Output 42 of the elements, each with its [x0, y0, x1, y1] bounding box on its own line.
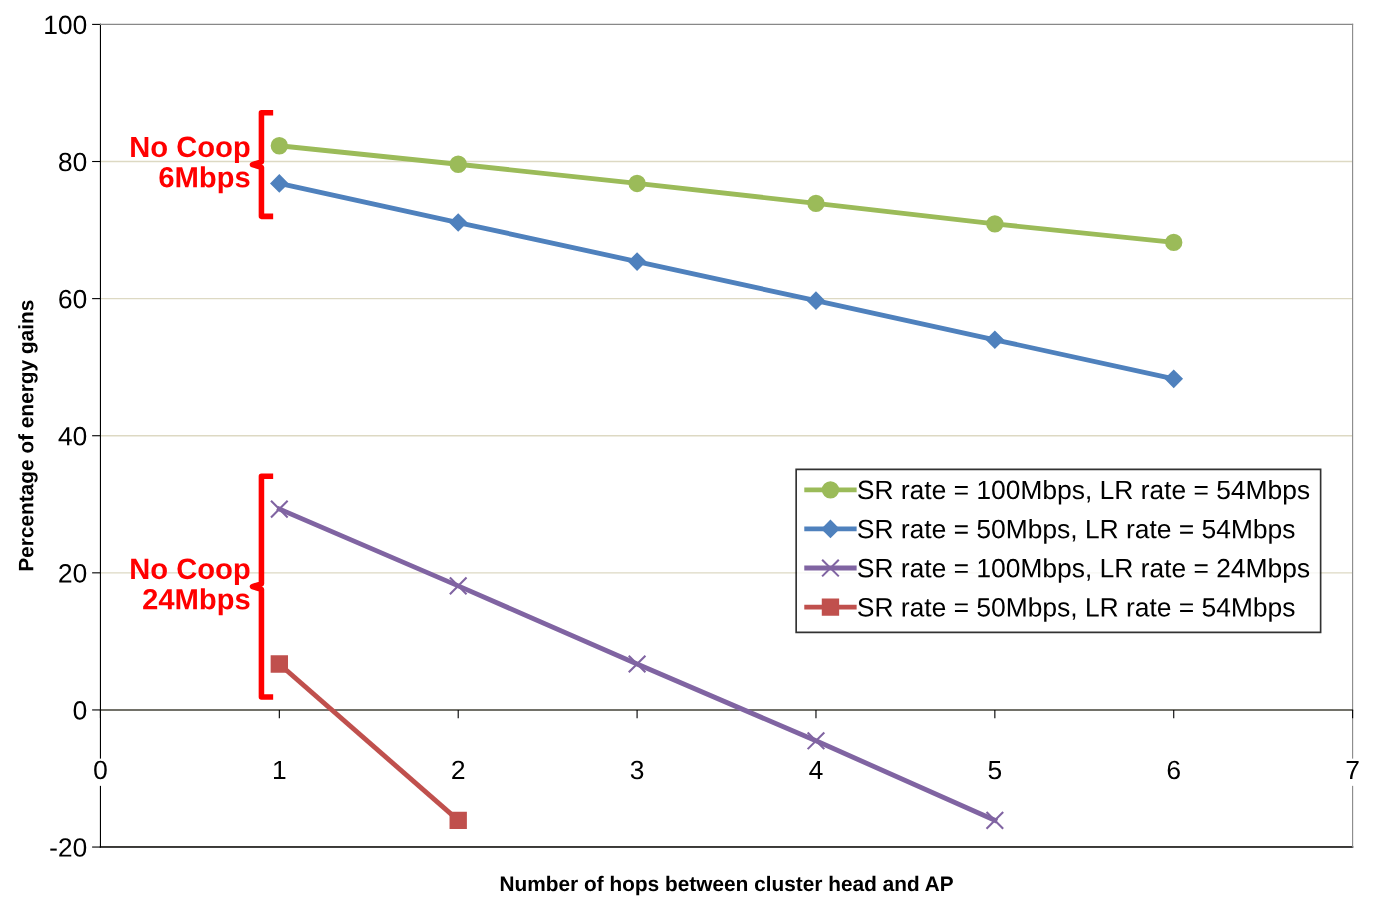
y-tick-label: 20 — [59, 563, 87, 583]
y-tick-label: 0 — [73, 701, 87, 720]
point — [986, 215, 1004, 233]
annotation: No Coop 24Mbps — [131, 558, 250, 616]
point — [270, 174, 289, 193]
point — [627, 654, 647, 674]
x-tick-label: 6 — [1167, 760, 1180, 780]
point — [807, 291, 825, 310]
annotation: No Coop 6Mbps — [131, 136, 250, 194]
x-tick-label: 7 — [1346, 760, 1359, 780]
y-tick-label: 60 — [59, 289, 87, 309]
point — [1164, 369, 1183, 388]
legend-label: SR rate = 100Mbps, LR rate = 24Mbps — [858, 558, 1310, 583]
point — [985, 330, 1004, 349]
point — [270, 655, 289, 673]
point — [1165, 233, 1183, 252]
point — [449, 155, 467, 173]
legend-label: SR rate = 50Mbps, LR rate = 54Mbps — [858, 519, 1295, 544]
point — [628, 252, 646, 271]
point — [270, 137, 289, 155]
point — [449, 811, 467, 829]
x-tick-label: 1 — [274, 760, 286, 780]
point — [628, 174, 646, 193]
y-axis-title: Percentage of energy gains — [18, 300, 38, 571]
legend-label: SR rate = 50Mbps, LR rate = 54Mbps — [858, 597, 1295, 622]
point — [807, 194, 825, 213]
point — [269, 499, 289, 519]
point — [448, 576, 468, 596]
point — [806, 731, 826, 751]
y-tick-label: 100 — [45, 15, 87, 35]
x-tick-label: 4 — [809, 760, 823, 780]
point — [985, 810, 1005, 830]
y-tick-label: 80 — [59, 152, 87, 172]
point — [449, 213, 468, 232]
x-tick-label: 3 — [630, 760, 644, 780]
y-tick-label: -20 — [50, 838, 87, 857]
x-axis-title: Number of hops between cluster head and AP — [500, 875, 953, 896]
x-tick-label: 2 — [452, 760, 465, 780]
x-tick-label: 0 — [94, 760, 107, 780]
y-tick-label: 40 — [58, 426, 87, 446]
x-tick-label: 5 — [988, 760, 1002, 780]
legend-label: SR rate = 100Mbps, LR rate = 54Mbps — [858, 479, 1310, 505]
